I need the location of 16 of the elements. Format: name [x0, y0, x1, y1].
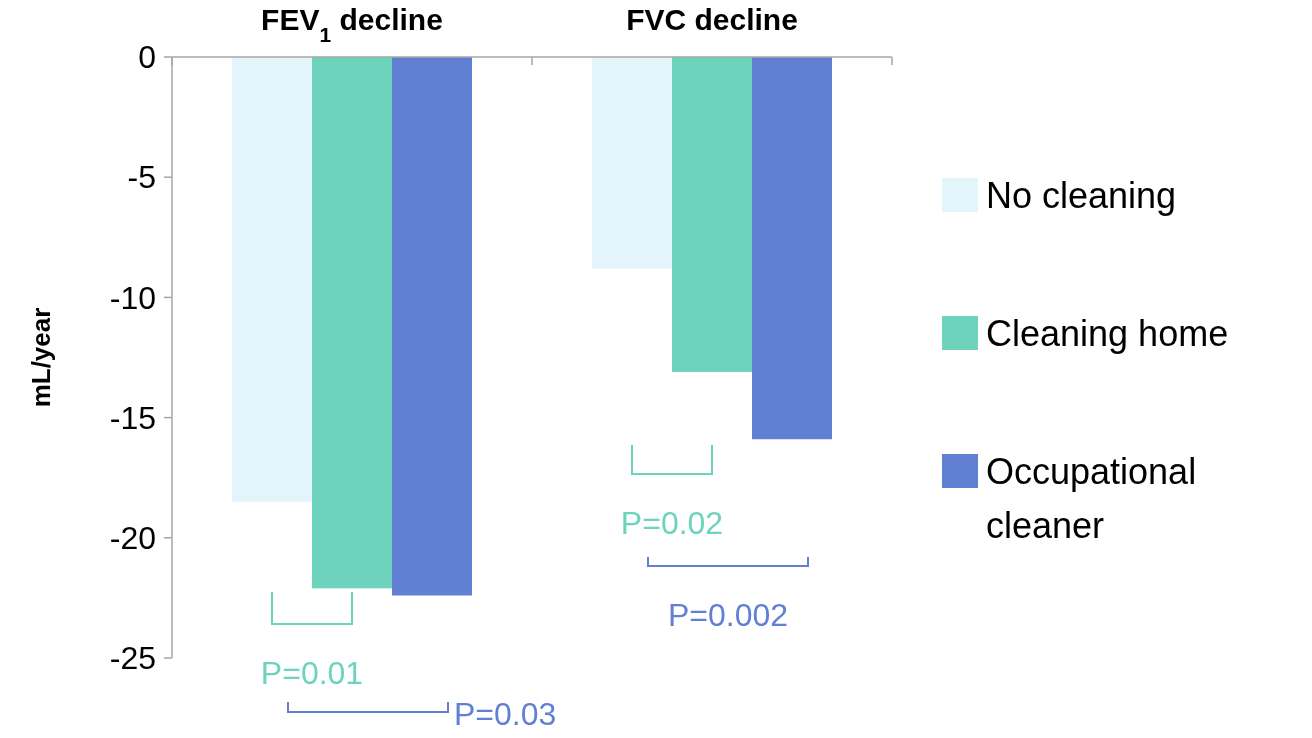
annotation: P=0.002	[667, 597, 789, 633]
y-tick-label: -15	[109, 399, 156, 436]
legend-label: No cleaning	[986, 174, 1177, 216]
y-tick-label: 0	[138, 39, 156, 76]
y-tick-label: -10	[109, 279, 156, 316]
y-tick-label: -5	[127, 159, 156, 196]
y-tick-label: -25	[109, 640, 156, 677]
x-tick-label: FEV$_{1}$ decline	[261, 3, 443, 46]
y-axis-title: mL/year	[26, 307, 56, 408]
legend-label: Occupational cleaner	[986, 450, 1197, 546]
text: P=0.03	[454, 696, 557, 733]
x-tick-label: FVC decline	[626, 3, 798, 36]
annotation: P=0.01	[260, 655, 364, 691]
y-tick-label: -20	[109, 520, 156, 556]
legend-label: Cleaning home	[986, 312, 1229, 354]
annotation: P=0.02	[620, 505, 724, 541]
